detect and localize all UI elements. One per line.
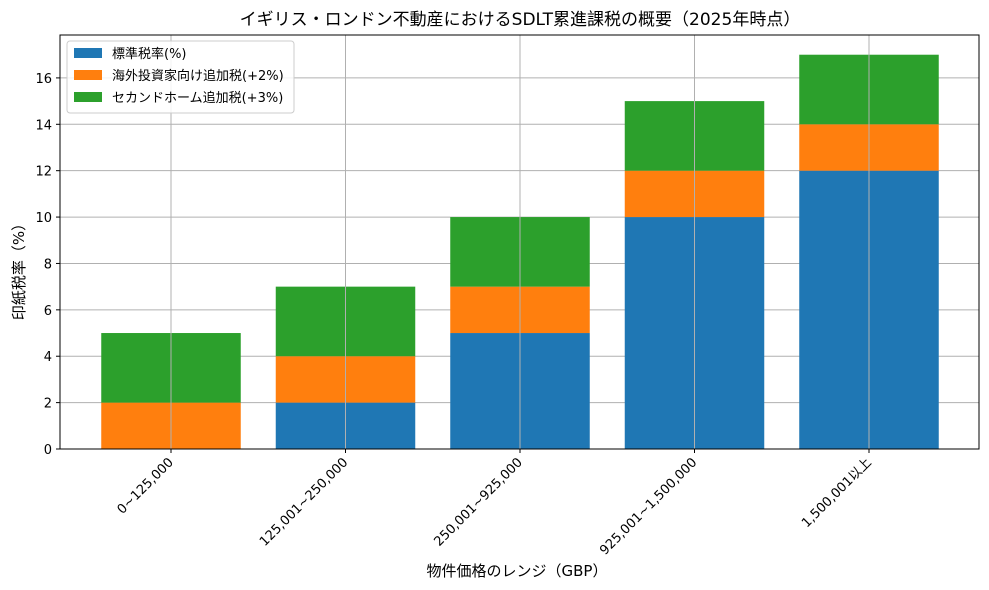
y-tick-label: 8 bbox=[44, 257, 52, 272]
legend-swatch bbox=[74, 70, 102, 80]
y-axis: 0 2 4 6 8 10 12 14 16 bbox=[35, 72, 60, 458]
legend-label: 海外投資家向け追加税(+2%) bbox=[112, 68, 284, 84]
x-axis-label: 物件価格のレンジ（GBP） bbox=[427, 562, 608, 580]
legend-swatch bbox=[74, 92, 102, 102]
y-axis-label: 印紙税率（%） bbox=[10, 216, 28, 320]
y-tick-label: 12 bbox=[35, 165, 52, 180]
y-tick-label: 16 bbox=[35, 72, 52, 87]
chart-title: イギリス・ロンドン不動産におけるSDLT累進課税の概要（2025年時点） bbox=[240, 10, 801, 30]
y-tick-label: 14 bbox=[35, 118, 52, 133]
legend-swatch bbox=[74, 48, 102, 58]
legend-label: 標準税率(%) bbox=[112, 46, 187, 62]
y-tick-label: 0 bbox=[44, 443, 52, 458]
y-tick-label: 2 bbox=[44, 397, 52, 412]
legend-label: セカンドホーム追加税(+3%) bbox=[112, 90, 283, 106]
y-tick-label: 10 bbox=[35, 211, 52, 226]
y-tick-label: 6 bbox=[44, 304, 52, 319]
legend-box bbox=[66, 40, 295, 114]
y-tick-label: 4 bbox=[44, 350, 52, 365]
legend: 標準税率(%) 海外投資家向け追加税(+2%) セカンドホーム追加税(+3%) bbox=[66, 40, 295, 114]
